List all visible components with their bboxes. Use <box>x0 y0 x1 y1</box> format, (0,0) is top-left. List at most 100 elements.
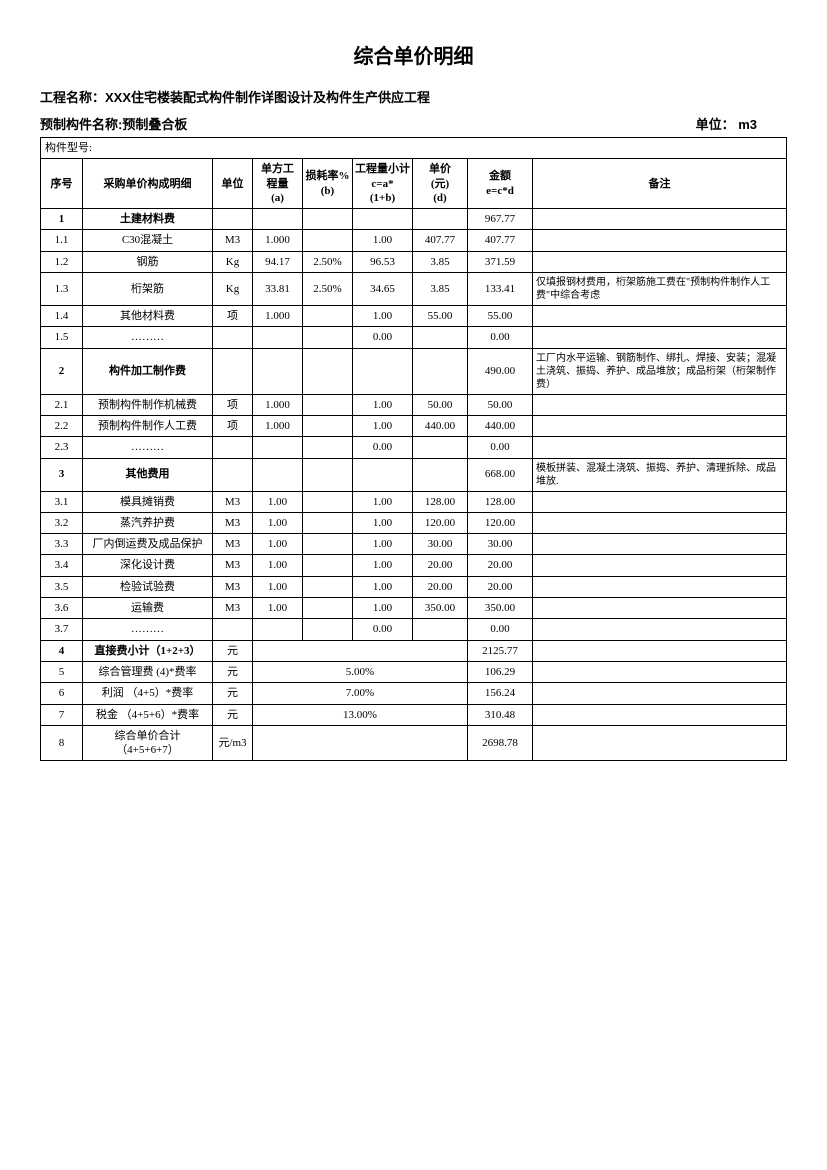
cell-rem <box>533 209 787 230</box>
cell-price: 3.85 <box>413 251 468 272</box>
cell-calc: 96.53 <box>353 251 413 272</box>
cell-loss <box>303 437 353 458</box>
table-row: 3.7………0.000.00 <box>41 619 787 640</box>
cell-rem <box>533 598 787 619</box>
cell-seq: 1.4 <box>41 306 83 327</box>
cell-desc: 蒸汽养护费 <box>83 512 213 533</box>
table-row: 3.5检验试验费M31.001.0020.0020.00 <box>41 576 787 597</box>
cell-seq: 2.1 <box>41 394 83 415</box>
component-label: 预制构件名称: <box>40 117 122 132</box>
project-line: 工程名称：XXX住宅楼装配式构件制作详图设计及构件生产供应工程 <box>40 87 787 106</box>
cell-amt: 128.00 <box>468 491 533 512</box>
cell-rem: 工厂内水平运输、钢筋制作、绑扎、焊接、安装；混凝土浇筑、振捣、养护、成品堆放；成… <box>533 348 787 394</box>
cell-unit: M3 <box>213 491 253 512</box>
cell-amt: 20.00 <box>468 576 533 597</box>
cell-calc <box>353 458 413 491</box>
cell-desc: 综合单价合计 （4+5+6+7） <box>83 725 213 761</box>
cell-calc: 1.00 <box>353 230 413 251</box>
cell-price <box>413 209 468 230</box>
col-unit: 单位 <box>213 159 253 209</box>
cell-qty <box>253 348 303 394</box>
cell-calc: 0.00 <box>353 619 413 640</box>
cell-seq: 1 <box>41 209 83 230</box>
cell-rem <box>533 534 787 555</box>
model-row: 构件型号: <box>41 138 787 159</box>
cell-seq: 3.6 <box>41 598 83 619</box>
project-name: XXX住宅楼装配式构件制作详图设计及构件生产供应工程 <box>105 90 430 105</box>
cell-seq: 4 <box>41 640 83 661</box>
cell-unit: Kg <box>213 273 253 306</box>
cell-desc: 其他材料费 <box>83 306 213 327</box>
cell-qty: 1.00 <box>253 534 303 555</box>
cell-rem <box>533 704 787 725</box>
cell-rem <box>533 306 787 327</box>
cell-qty: 1.00 <box>253 491 303 512</box>
cell-seq: 2.3 <box>41 437 83 458</box>
cell-price: 120.00 <box>413 512 468 533</box>
cell-amt: 55.00 <box>468 306 533 327</box>
price-table: 构件型号: 序号 采购单价构成明细 单位 单方工 程量 (a) 损耗率% (b)… <box>40 137 787 761</box>
cell-amt: 407.77 <box>468 230 533 251</box>
cell-seq: 3 <box>41 458 83 491</box>
cell-unit <box>213 327 253 348</box>
cell-qty: 1.000 <box>253 306 303 327</box>
cell-amt: 350.00 <box>468 598 533 619</box>
cell-desc: 桁架筋 <box>83 273 213 306</box>
cell-desc: ……… <box>83 619 213 640</box>
cell-amt: 30.00 <box>468 534 533 555</box>
cell-desc: 土建材料费 <box>83 209 213 230</box>
cell-rem <box>533 415 787 436</box>
cell-unit: M3 <box>213 555 253 576</box>
cell-qty: 1.000 <box>253 415 303 436</box>
cell-desc: ……… <box>83 327 213 348</box>
cell-price: 20.00 <box>413 576 468 597</box>
cell-desc: 预制构件制作人工费 <box>83 415 213 436</box>
cell-amt: 440.00 <box>468 415 533 436</box>
col-qty: 单方工 程量 (a) <box>253 159 303 209</box>
cell-loss <box>303 209 353 230</box>
cell-rem <box>533 491 787 512</box>
cell-loss <box>303 306 353 327</box>
col-amt: 金额 e=c*d <box>468 159 533 209</box>
cell-qty: 94.17 <box>253 251 303 272</box>
cell-desc: 综合管理费 (4)*费率 <box>83 661 213 682</box>
cell-price <box>413 348 468 394</box>
cell-qty: 1.000 <box>253 394 303 415</box>
cell-seq: 3.1 <box>41 491 83 512</box>
cell-price: 350.00 <box>413 598 468 619</box>
cell-unit: 元 <box>213 683 253 704</box>
table-row: 1.1C30混凝土M31.0001.00407.77407.77 <box>41 230 787 251</box>
table-row: 2.1预制构件制作机械费项1.0001.0050.0050.00 <box>41 394 787 415</box>
cell-rem <box>533 555 787 576</box>
cell-amt: 668.00 <box>468 458 533 491</box>
cell-unit: 项 <box>213 306 253 327</box>
cell-qty <box>253 209 303 230</box>
cell-seq: 3.7 <box>41 619 83 640</box>
table-row: 3.6运输费M31.001.00350.00350.00 <box>41 598 787 619</box>
cell-calc: 1.00 <box>353 534 413 555</box>
cell-rem: 仅填报钢材费用，桁架筋施工费在"预制构件制作人工费"中综合考虑 <box>533 273 787 306</box>
cell-price <box>413 437 468 458</box>
cell-qty: 1.00 <box>253 598 303 619</box>
cell-rem <box>533 661 787 682</box>
cell-unit: Kg <box>213 251 253 272</box>
cell-amt: 0.00 <box>468 437 533 458</box>
cell-rem <box>533 512 787 533</box>
cell-price: 55.00 <box>413 306 468 327</box>
col-rem: 备注 <box>533 159 787 209</box>
cell-seq: 3.4 <box>41 555 83 576</box>
col-calc: 工程量小计 c=a* (1+b) <box>353 159 413 209</box>
cell-unit <box>213 209 253 230</box>
cell-amt: 0.00 <box>468 327 533 348</box>
component-line: 预制构件名称:预制叠合板 单位： m3 <box>40 114 787 133</box>
table-row: 3.3厂内倒运费及成品保护M31.001.0030.0030.00 <box>41 534 787 555</box>
cell-amt: 120.00 <box>468 512 533 533</box>
table-row: 1.3桁架筋Kg33.812.50%34.653.85133.41仅填报钢材费用… <box>41 273 787 306</box>
cell-loss <box>303 576 353 597</box>
cell-loss <box>303 415 353 436</box>
cell-rem <box>533 725 787 761</box>
table-row: 2构件加工制作费490.00工厂内水平运输、钢筋制作、绑扎、焊接、安装；混凝土浇… <box>41 348 787 394</box>
cell-mid: 7.00% <box>253 683 468 704</box>
cell-amt: 310.48 <box>468 704 533 725</box>
cell-seq: 3.2 <box>41 512 83 533</box>
